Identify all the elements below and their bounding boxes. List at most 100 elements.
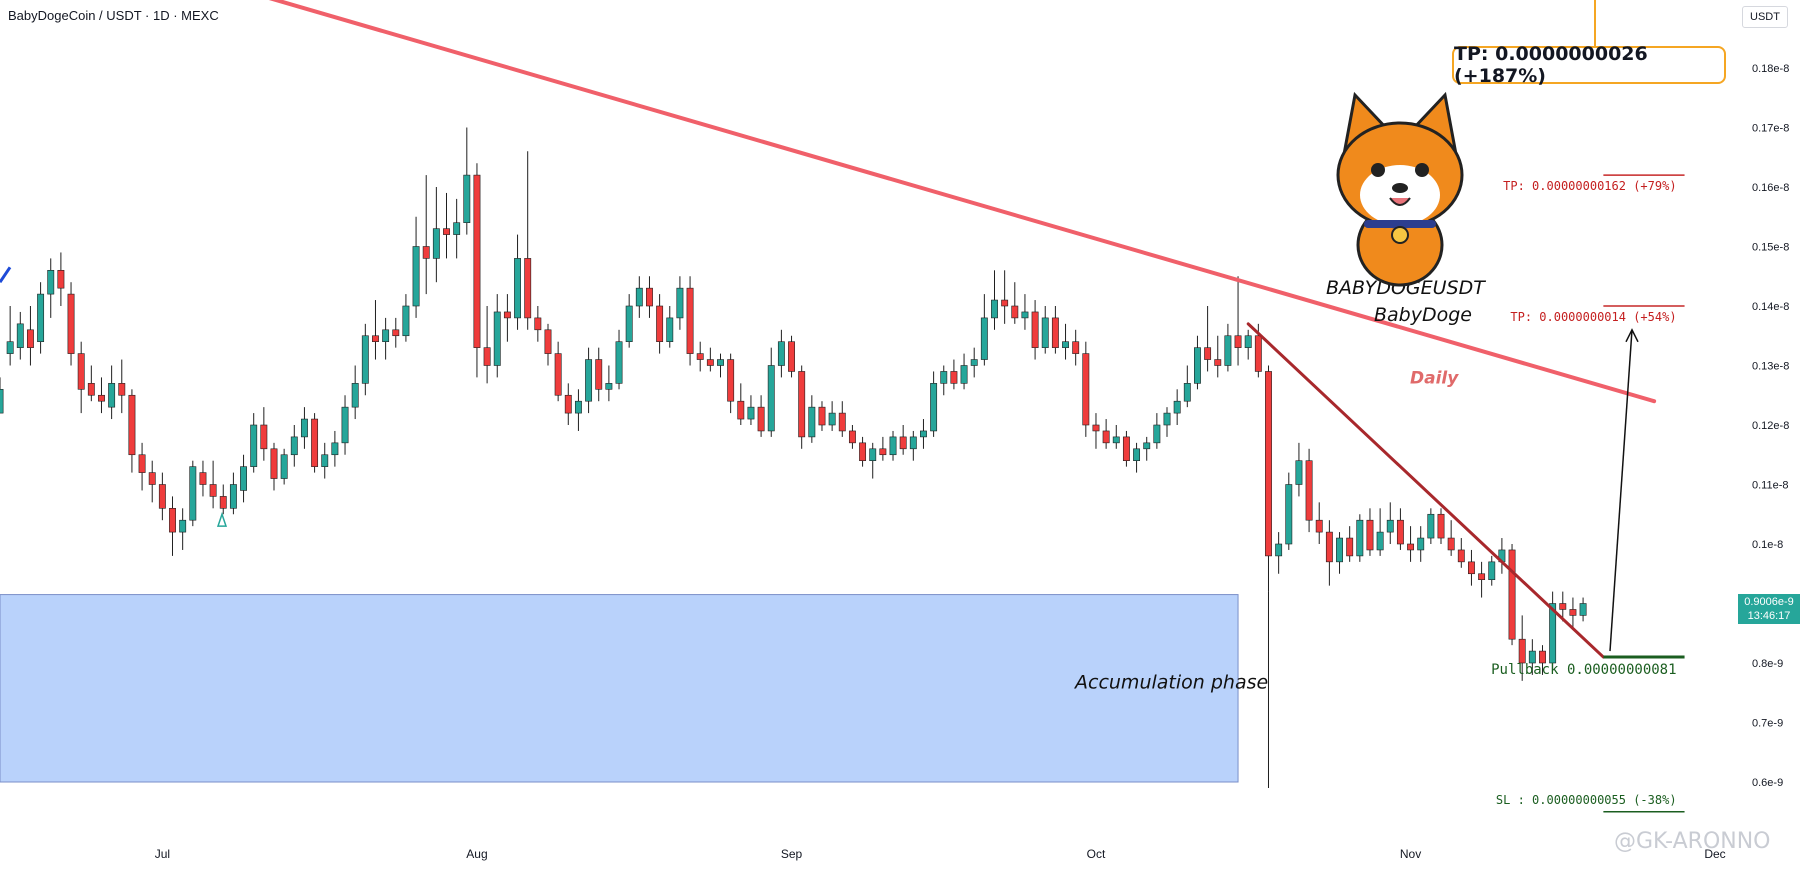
logo-eye-left <box>1371 163 1385 177</box>
y-tick-label: 0.17e-8 <box>1752 123 1789 135</box>
candle-bullish <box>625 305 633 343</box>
symbol-title[interactable]: BabyDogeCoin / USDT · 1D · MEXC <box>8 8 219 23</box>
candle-bearish <box>595 359 603 390</box>
candle-bearish <box>1082 353 1090 426</box>
candle-bullish <box>240 466 247 491</box>
logo-nose <box>1392 183 1408 193</box>
candle-bearish <box>798 371 806 438</box>
candle-bearish <box>1031 311 1039 348</box>
x-tick-label: Dec <box>1704 847 1725 861</box>
candle-bullish <box>1183 383 1191 402</box>
candle-bearish <box>1051 317 1059 348</box>
candle-bullish <box>605 383 613 390</box>
babydoge-logo <box>1336 91 1464 287</box>
last-price-value: 0.9006e-9 <box>1744 596 1794 608</box>
y-tick-label: 0.14e-8 <box>1752 301 1789 313</box>
tp-main-callout[interactable]: TP: 0.0000000026 (+187%) <box>1452 43 1726 87</box>
y-tick-label: 0.7e-9 <box>1752 718 1783 730</box>
candle-bearish <box>26 329 34 348</box>
candle-bullish <box>1427 513 1435 539</box>
candle-bearish <box>1437 513 1445 539</box>
candle-bearish <box>1315 519 1323 533</box>
bar-countdown: 13:46:17 <box>1747 610 1791 622</box>
candle-bearish <box>148 472 156 485</box>
candle-bearish <box>128 394 136 456</box>
logo-collar <box>1364 220 1436 228</box>
candle-bullish <box>808 406 816 438</box>
y-tick-label: 0.11e-8 <box>1752 480 1789 492</box>
candle-bullish <box>229 484 237 509</box>
candle-bullish <box>889 436 897 456</box>
candle-bullish <box>1528 650 1536 664</box>
currency-selector[interactable]: USDT <box>1742 6 1788 28</box>
candle-bullish <box>402 305 410 337</box>
candle-bearish <box>67 293 75 354</box>
candle-bearish <box>656 305 664 343</box>
x-tick-label: Aug <box>466 847 487 861</box>
candle-bearish <box>443 228 450 235</box>
candle-bearish <box>686 287 694 354</box>
candle-bullish <box>1376 531 1384 551</box>
candle-bullish <box>331 442 339 456</box>
x-tick-label: Oct <box>1087 847 1106 861</box>
last-price-tag: 0.9006e-9 13:46:17 <box>1738 594 1800 624</box>
candle-bullish <box>493 311 501 366</box>
candle-bearish <box>138 454 146 473</box>
projection-arrowhead <box>1625 328 1639 343</box>
candle-bullish <box>361 335 369 384</box>
take-profit-label: TP: 0.00000000162 (+79%) <box>1503 179 1676 193</box>
stop-loss-label: SL : 0.00000000055 (-38%) <box>1496 793 1677 807</box>
candle-bearish <box>1204 347 1212 360</box>
candle-bullish <box>1386 519 1394 533</box>
candle-bearish <box>737 400 745 420</box>
candle-bullish <box>574 400 582 414</box>
candle-bearish <box>1478 573 1486 580</box>
candle-bullish <box>47 269 55 295</box>
candle-bearish <box>788 341 795 372</box>
logo-tag <box>1391 226 1409 244</box>
candle-bullish <box>909 436 917 450</box>
timeframe-label: Daily <box>1410 368 1459 388</box>
candle-bullish <box>453 222 461 235</box>
candle-bullish <box>321 454 329 467</box>
candle-bearish <box>169 507 176 533</box>
candle-bearish <box>1396 519 1404 545</box>
candle-bearish <box>199 472 207 485</box>
candle-bullish <box>179 519 187 533</box>
candle-bullish <box>280 454 288 479</box>
candle-bullish <box>1275 543 1283 557</box>
candle-bullish <box>1295 460 1303 485</box>
candle-bearish <box>554 353 562 396</box>
candle-bullish <box>828 412 836 426</box>
candle-bearish <box>392 329 400 337</box>
x-tick-label: Jul <box>155 847 170 861</box>
candle-bearish <box>473 174 481 348</box>
candle-bearish <box>209 484 217 497</box>
candle-bearish <box>1407 543 1415 551</box>
candle-bearish <box>564 394 572 414</box>
signal-marker <box>216 511 228 527</box>
y-tick-label: 0.16e-8 <box>1752 182 1789 194</box>
candle-bullish <box>991 299 998 319</box>
candle-bearish <box>1011 305 1019 319</box>
zone-label: Accumulation phase <box>1073 672 1268 694</box>
y-tick-label: 0.13e-8 <box>1752 361 1789 373</box>
candle-bullish <box>1041 317 1049 348</box>
candle-bearish <box>1366 519 1374 551</box>
candle-bearish <box>77 353 85 390</box>
candle-bullish <box>869 448 877 461</box>
candle-bullish <box>585 359 593 402</box>
candle-bearish <box>879 448 887 456</box>
candle-bullish <box>432 228 440 259</box>
projection-arrow <box>1609 329 1633 652</box>
candle-bullish <box>351 383 359 408</box>
candle-bullish <box>970 359 978 366</box>
candle-bearish <box>1234 335 1242 348</box>
candle-bullish <box>1488 561 1496 580</box>
candle-bearish <box>1447 537 1455 551</box>
candle-bullish <box>676 287 684 319</box>
coin-name-label: BabyDoge <box>1374 304 1472 326</box>
candle-bearish <box>706 359 714 366</box>
candle-bullish <box>412 246 420 307</box>
